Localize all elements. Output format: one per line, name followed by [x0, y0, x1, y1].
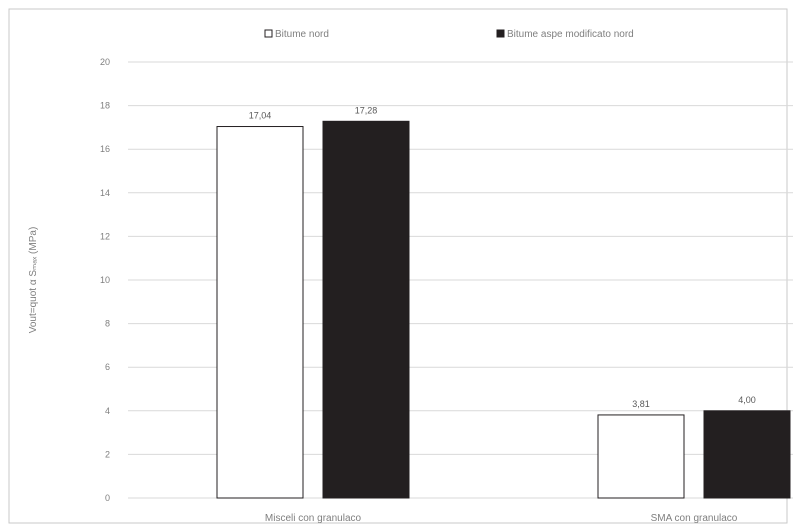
- legend-swatch: [264, 29, 273, 38]
- bar-bitume-modificato-0: [322, 120, 410, 499]
- data-labels: 17,04 17,28 3,81 4,00: [249, 105, 756, 409]
- y-tick-label: 0: [105, 493, 110, 503]
- y-tick-label: 18: [100, 101, 110, 111]
- data-label: 3,81: [632, 399, 650, 409]
- data-label: 17,28: [355, 105, 378, 115]
- y-tick-label: 10: [100, 275, 110, 285]
- category-labels: Misceli con granulaco SMA con granulaco: [265, 513, 738, 524]
- y-tick-label: 8: [105, 319, 110, 329]
- data-label: 4,00: [738, 395, 756, 405]
- y-tick-label: 12: [100, 231, 110, 241]
- legend: Bitume nord Bitume aspe modificato nord: [264, 29, 634, 40]
- bar-bitume-modificato-1: [703, 410, 791, 499]
- y-tick-label: 4: [105, 406, 110, 416]
- legend-swatch: [496, 29, 505, 38]
- legend-label: Bitume nord: [275, 29, 329, 40]
- y-tick-label: 2: [105, 449, 110, 459]
- legend-label: Bitume aspe modificato nord: [507, 29, 634, 40]
- category-label: Misceli con granulaco: [265, 513, 362, 524]
- y-tick-label: 16: [100, 144, 110, 154]
- category-label: SMA con granulaco: [651, 513, 738, 524]
- y-tick-label: 6: [105, 362, 110, 372]
- bar-bitume-nord-0: [216, 126, 304, 499]
- y-tick-label: 14: [100, 188, 110, 198]
- y-axis-label: Vout=quot α Sₘₐₓ (MPa): [28, 227, 39, 334]
- y-axis-ticks: 0 2 4 6 8 10 12 14 16 18 20: [100, 57, 110, 503]
- bars: [216, 120, 791, 499]
- y-tick-label: 20: [100, 57, 110, 67]
- data-label: 17,04: [249, 111, 272, 121]
- bar-bitume-nord-1: [597, 414, 685, 499]
